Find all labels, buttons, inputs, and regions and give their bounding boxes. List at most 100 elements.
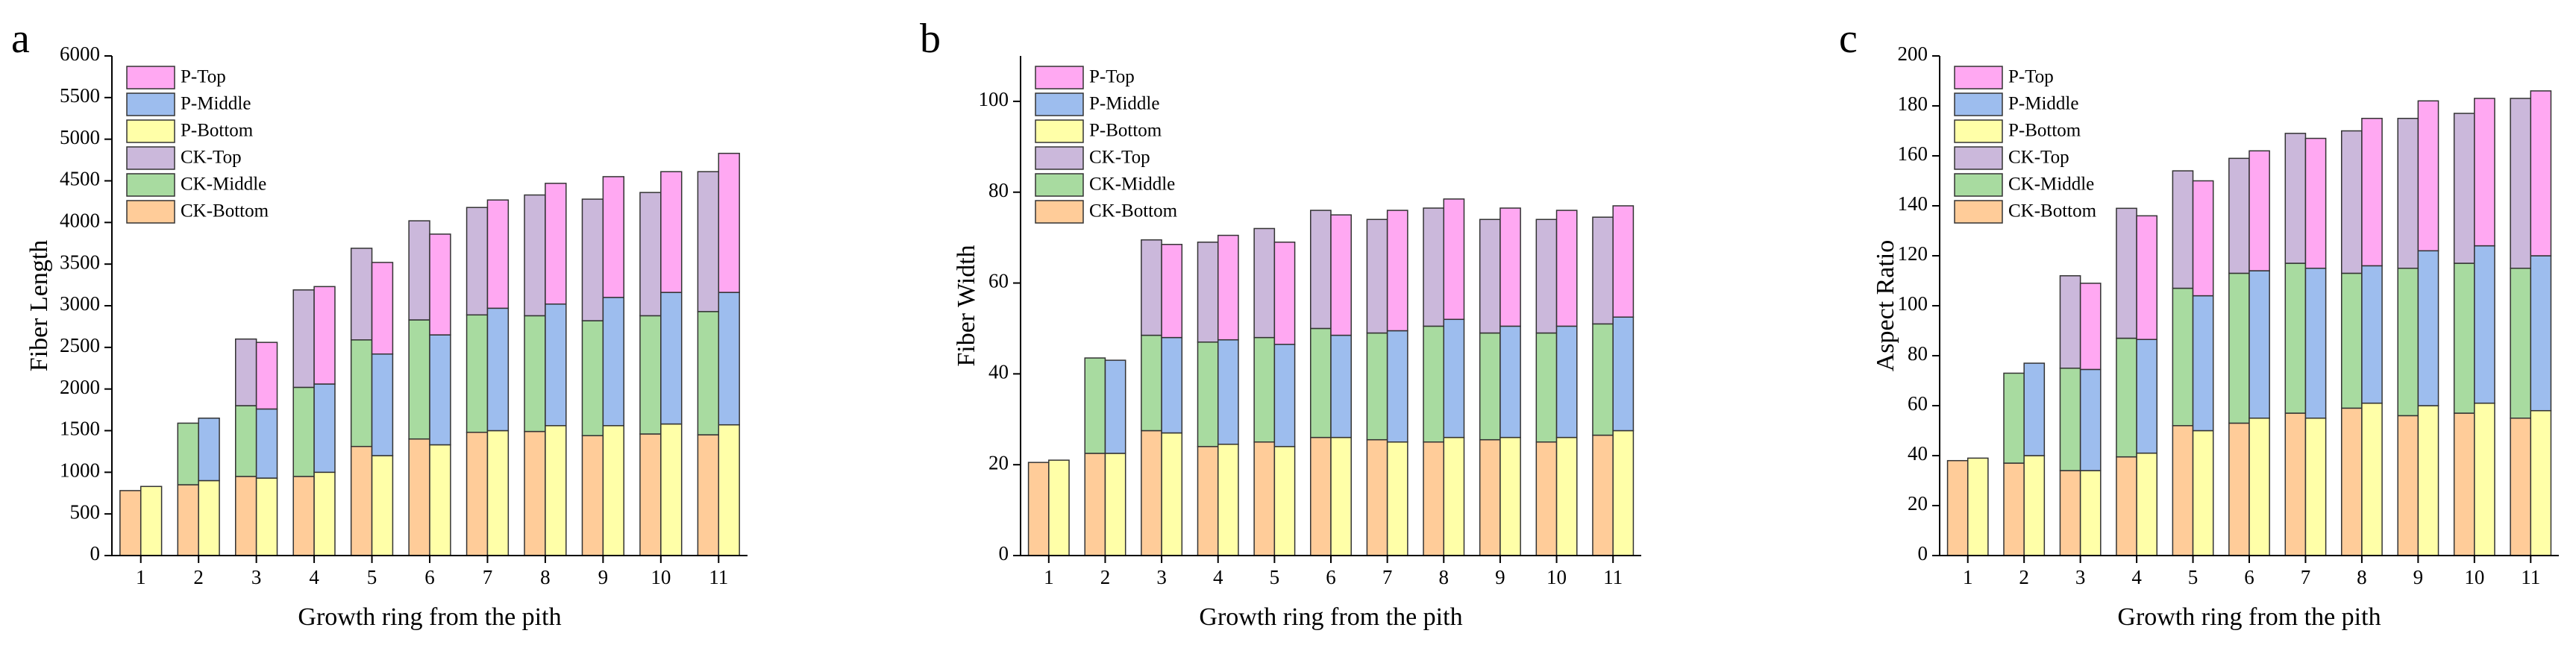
legend-label: CK-Middle xyxy=(2008,174,2094,195)
bar xyxy=(1366,218,1388,334)
bar xyxy=(1217,339,1239,445)
bar xyxy=(2474,402,2495,556)
bar xyxy=(2023,362,2046,456)
bar xyxy=(1592,434,1614,556)
bar xyxy=(1141,239,1162,336)
bar xyxy=(1946,459,1969,556)
x-tick-label: 11 xyxy=(1603,566,1623,588)
legend-swatch xyxy=(1954,200,2003,224)
bar xyxy=(581,435,604,556)
x-tick-label: 6 xyxy=(1326,566,1336,588)
x-tick-label: 2 xyxy=(1100,566,1111,588)
x-tick-label: 7 xyxy=(483,566,493,588)
bar xyxy=(1499,207,1521,327)
bar xyxy=(2474,98,2495,247)
y-tick-label: 4500 xyxy=(60,168,100,190)
legend: P-Top P-Middle P-Bottom CK-Top CK-Middle CK-B… xyxy=(126,66,269,224)
bar xyxy=(292,386,315,477)
y-tick-label: 40 xyxy=(1908,442,1928,465)
bar xyxy=(429,334,451,446)
bar xyxy=(255,342,278,410)
legend-swatch xyxy=(1035,146,1084,170)
x-tick-label: 11 xyxy=(709,566,728,588)
legend-swatch xyxy=(1954,173,2003,197)
bar xyxy=(2136,452,2158,556)
x-tick-label: 8 xyxy=(2357,566,2367,588)
bar xyxy=(1310,327,1332,438)
bar xyxy=(177,422,199,485)
bar xyxy=(639,192,662,317)
legend-swatch xyxy=(1035,66,1084,89)
bar xyxy=(1499,325,1521,438)
bar xyxy=(2136,339,2158,454)
bar xyxy=(2397,415,2419,556)
legend-label: P-Bottom xyxy=(1089,121,1162,141)
legend-label: CK-Bottom xyxy=(1089,201,1178,221)
y-tick-label: 1000 xyxy=(60,459,100,482)
x-tick-label: 4 xyxy=(1213,566,1223,588)
bar xyxy=(2136,215,2158,340)
legend-label: CK-Bottom xyxy=(181,201,269,221)
legend-swatch xyxy=(1954,146,2003,170)
legend-label: CK-Top xyxy=(1089,148,1150,168)
bar xyxy=(1161,432,1183,556)
x-tick-label: 3 xyxy=(2075,566,2086,588)
y-axis-label: Fiber Width xyxy=(953,245,980,366)
bar xyxy=(1104,453,1126,556)
bar xyxy=(466,207,489,316)
bar xyxy=(1253,336,1276,443)
panel: 1 2 3 4 5 6 7 8 9 10 11 0 500 1000 1500 2000 2500 3000 350… xyxy=(11,16,748,631)
bar xyxy=(1253,441,1276,556)
bar xyxy=(1330,436,1352,556)
bar xyxy=(1273,446,1296,556)
bar xyxy=(1310,210,1332,330)
bar xyxy=(140,485,163,556)
bar xyxy=(486,430,510,556)
bar xyxy=(1443,198,1465,321)
y-tick-label: 6000 xyxy=(60,43,100,65)
bar xyxy=(2304,268,2327,419)
bar xyxy=(371,353,394,456)
bar xyxy=(1535,218,1558,334)
bar xyxy=(2284,262,2307,414)
bar xyxy=(1197,341,1219,447)
bar xyxy=(408,220,430,321)
bar xyxy=(1104,359,1126,454)
bar xyxy=(1386,210,1408,332)
x-tick-label: 6 xyxy=(424,566,435,588)
bar xyxy=(1592,216,1614,325)
legend-swatch xyxy=(126,173,175,197)
bar xyxy=(1479,332,1501,441)
bar xyxy=(2453,113,2475,264)
y-tick-label: 100 xyxy=(979,88,1009,110)
bar xyxy=(2003,372,2025,464)
bar xyxy=(1479,438,1501,556)
bar xyxy=(581,320,604,436)
bar xyxy=(255,477,278,556)
bar xyxy=(198,479,220,556)
bar xyxy=(2510,98,2532,269)
bar xyxy=(545,425,567,556)
bar xyxy=(408,319,430,440)
bar xyxy=(1479,218,1501,334)
bar xyxy=(1141,430,1162,556)
bar xyxy=(1555,325,1578,438)
legend-swatch xyxy=(1954,92,2003,116)
legend-label: P-Middle xyxy=(181,94,251,114)
bar xyxy=(1967,457,1989,556)
bar xyxy=(2397,268,2419,417)
bar xyxy=(718,424,740,556)
x-tick-label: 1 xyxy=(1044,566,1054,588)
bar xyxy=(350,445,373,556)
x-tick-label: 5 xyxy=(2188,566,2199,588)
bar xyxy=(2530,90,2552,257)
bar xyxy=(2510,268,2532,419)
bar xyxy=(718,152,740,293)
bar xyxy=(2116,207,2137,339)
bar xyxy=(2079,368,2102,471)
bar xyxy=(235,405,257,477)
bar xyxy=(1197,446,1219,556)
panel: 1 2 3 4 5 6 7 8 9 10 11 0 20 40 60 80 100 Growth ring fro… xyxy=(920,16,1641,631)
panel-label: a xyxy=(11,16,30,62)
